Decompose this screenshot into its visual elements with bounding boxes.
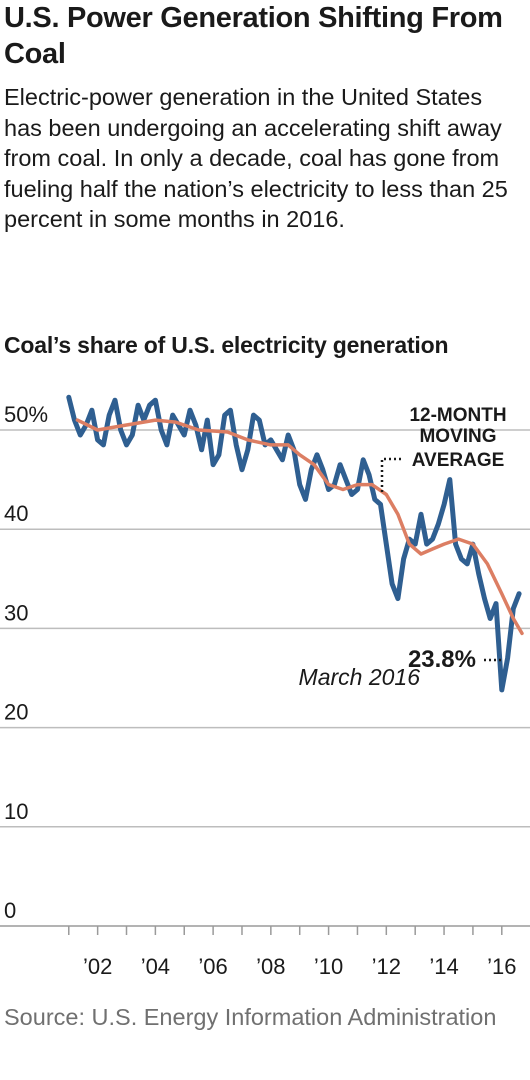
y-tick-label: 50% bbox=[4, 402, 48, 427]
callout-value: 23.8% bbox=[408, 646, 476, 673]
x-axis: ’02 ’04 ’06 ’08 ’10 ’12 ’14 ’16 bbox=[68, 926, 516, 979]
y-tick-label: 40 bbox=[4, 501, 28, 526]
gridlines bbox=[0, 429, 530, 927]
callout-date: March 2016 bbox=[299, 664, 421, 690]
x-tick-label: ’06 bbox=[198, 954, 227, 979]
series-lines bbox=[66, 394, 524, 693]
series-line-moving-average bbox=[75, 418, 524, 636]
x-tick-label: ’08 bbox=[256, 954, 285, 979]
y-tick-label: 0 bbox=[4, 898, 16, 923]
x-tick-label: ’10 bbox=[314, 954, 343, 979]
moving-average-label-line1: 12-MONTH bbox=[409, 405, 506, 426]
moving-average-label-line3: AVERAGE bbox=[412, 450, 505, 471]
page-subtitle: Electric-power generation in the United … bbox=[4, 84, 508, 232]
moving-average-label-line2: MOVING bbox=[419, 426, 496, 447]
chart-title: Coal’s share of U.S. electricity generat… bbox=[4, 332, 449, 358]
x-tick-label: ’02 bbox=[83, 954, 112, 979]
moving-average-annotation: 12-MONTH MOVING AVERAGE bbox=[380, 405, 507, 492]
x-tick-label: ’16 bbox=[487, 954, 516, 979]
page-title: U.S. Power Generation Shifting From Coal bbox=[4, 2, 503, 70]
y-tick-labels: 50% 40 30 20 10 0 bbox=[4, 402, 48, 923]
x-tick-label: ’04 bbox=[141, 954, 170, 979]
line-chart: ’02 ’04 ’06 ’08 ’10 ’12 ’14 ’16 50% 40 30 20 10 0 12… bbox=[0, 394, 530, 979]
y-tick-label: 20 bbox=[4, 700, 28, 725]
source-note: Source: U.S. Energy Information Administ… bbox=[4, 1004, 497, 1030]
x-tick-label: ’12 bbox=[372, 954, 401, 979]
x-tick-label: ’14 bbox=[429, 954, 458, 979]
march-2016-callout: 23.8% March 2016 bbox=[299, 646, 502, 690]
y-tick-label: 30 bbox=[4, 600, 28, 625]
y-tick-label: 10 bbox=[4, 799, 28, 824]
moving-average-leader bbox=[380, 457, 404, 492]
